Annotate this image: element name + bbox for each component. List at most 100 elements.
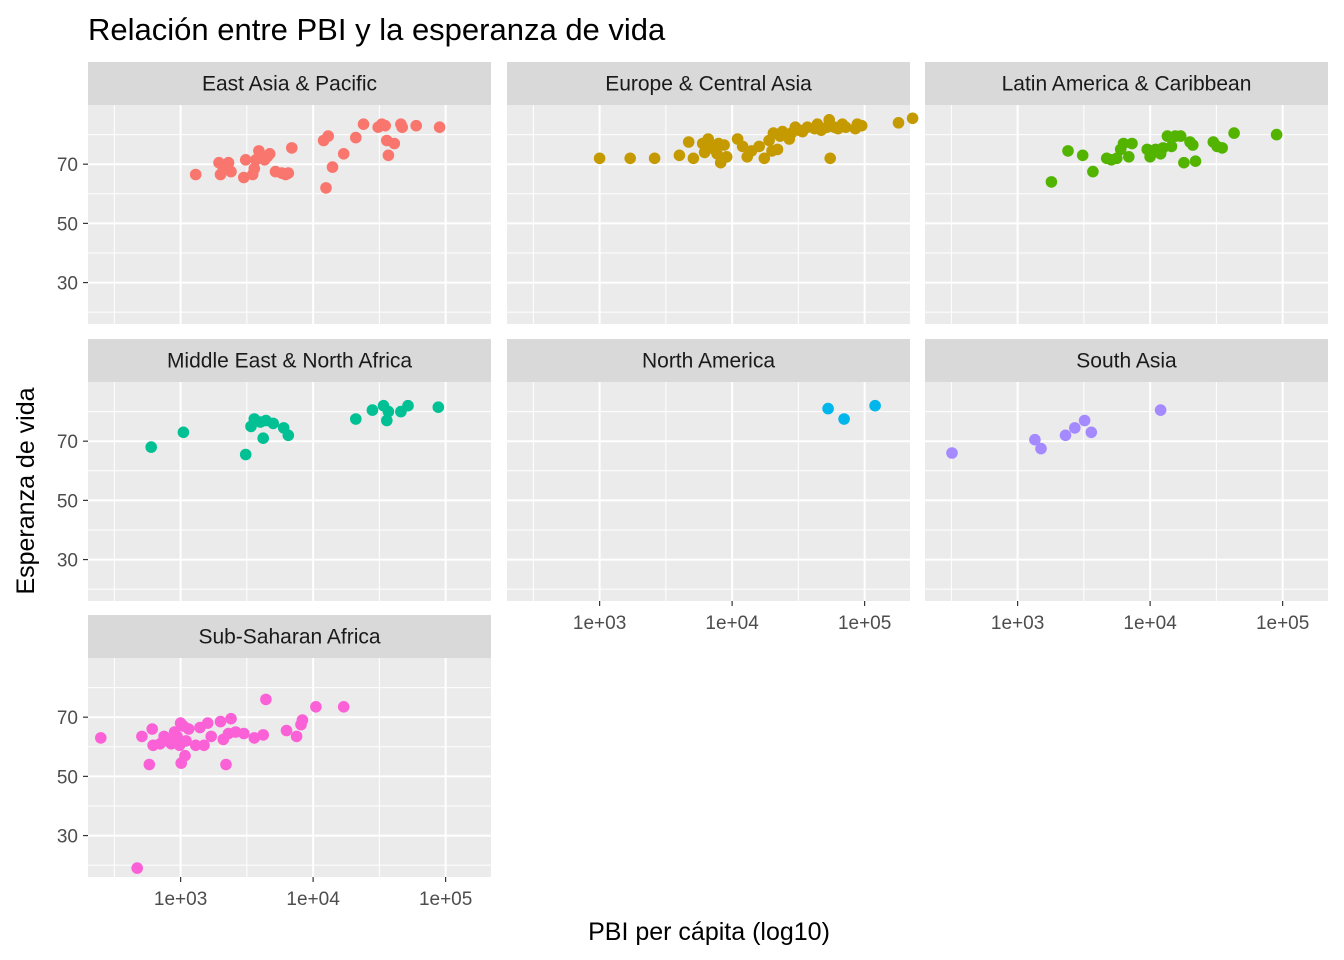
y-tick-label: 50	[57, 767, 78, 788]
data-point	[177, 426, 190, 439]
data-point	[248, 162, 261, 175]
x-tick-label: 1e+03	[573, 613, 626, 634]
data-point	[1035, 442, 1047, 455]
y-tick-label: 70	[57, 708, 78, 729]
data-point	[357, 118, 370, 130]
data-point	[1178, 156, 1190, 169]
data-point	[322, 130, 335, 142]
data-point	[1076, 149, 1089, 162]
data-point	[253, 145, 265, 157]
chart-title: Relación entre PBI y la esperanza de vid…	[88, 12, 666, 47]
data-point	[432, 401, 445, 414]
data-point	[95, 732, 107, 744]
data-point	[136, 730, 148, 743]
data-point	[1270, 128, 1283, 141]
data-point	[824, 152, 836, 165]
facet-strip	[88, 615, 491, 658]
panel-background	[507, 382, 910, 601]
data-point	[702, 133, 714, 145]
facet-strip	[88, 339, 491, 382]
data-point	[1059, 429, 1072, 442]
data-point	[753, 140, 765, 153]
data-point	[225, 712, 237, 725]
x-tick-label: 1e+05	[1256, 613, 1309, 634]
data-point	[1045, 176, 1058, 188]
data-point	[337, 701, 350, 713]
data-point	[687, 152, 700, 165]
data-point	[286, 142, 298, 154]
data-point	[257, 432, 270, 445]
data-point	[131, 862, 143, 874]
data-point	[179, 749, 191, 762]
data-point	[736, 140, 749, 153]
data-point	[1117, 137, 1130, 150]
x-tick-label: 1e+03	[991, 613, 1044, 634]
data-point	[225, 165, 237, 178]
data-point	[892, 117, 905, 129]
facet-strip-label: Latin America & Caribbean	[1002, 73, 1252, 96]
data-point	[822, 402, 834, 415]
data-point	[402, 399, 414, 412]
data-point	[410, 119, 423, 132]
y-tick-label: 70	[57, 155, 78, 176]
facet-sub-saharan-africa: Sub-Saharan Africa 30 50 70 1e+03 1e+04 1e+05	[57, 615, 491, 910]
data-point	[143, 758, 156, 771]
data-point	[280, 724, 293, 737]
data-point	[382, 405, 395, 418]
y-tick-label: 50	[57, 214, 78, 235]
facet-panels: East Asia & Pacific 30 50 70 Europe & Centra…	[57, 62, 1328, 910]
data-point	[593, 152, 606, 165]
data-point	[205, 730, 217, 743]
data-point	[711, 148, 723, 160]
panel-background	[88, 382, 491, 601]
data-point	[624, 152, 636, 165]
x-tick-label: 1e+05	[419, 889, 472, 910]
data-point	[648, 152, 661, 165]
facet-strip-label: South Asia	[1076, 350, 1177, 373]
data-point	[1085, 426, 1098, 439]
data-point	[388, 137, 401, 150]
data-point	[263, 148, 276, 160]
data-point	[350, 413, 362, 425]
data-point	[171, 730, 183, 743]
x-tick-label: 1e+04	[1123, 613, 1177, 634]
data-point	[673, 149, 686, 162]
data-point	[189, 168, 202, 181]
data-point	[214, 715, 227, 728]
data-point	[238, 727, 250, 740]
data-point	[381, 414, 393, 427]
x-tick-label: 1e+04	[705, 613, 759, 634]
data-point	[718, 139, 730, 151]
data-point	[906, 112, 919, 125]
panel-background	[88, 658, 491, 877]
data-point	[855, 119, 868, 132]
data-point	[682, 136, 695, 148]
data-point	[239, 154, 252, 166]
y-tick-label: 70	[57, 432, 78, 453]
data-point	[250, 154, 262, 166]
facet-strip-label: Europe & Central Asia	[605, 73, 812, 96]
y-tick-label: 50	[57, 491, 78, 512]
facet-strip	[925, 62, 1328, 105]
facet-south-asia: South Asia 1e+03 1e+04 1e+05	[925, 339, 1328, 634]
data-point	[396, 121, 409, 133]
y-axis-title: Esperanza de vida	[12, 387, 40, 594]
data-point	[1165, 140, 1178, 153]
data-point	[720, 151, 733, 163]
data-point	[257, 729, 270, 741]
y-tick-label: 30	[57, 827, 78, 848]
facet-strip-label: Sub-Saharan Africa	[198, 626, 380, 649]
data-point	[946, 447, 958, 459]
facet-latin-america-and-caribbean: Latin America & Caribbean	[925, 62, 1328, 324]
data-point	[350, 131, 362, 144]
data-point	[222, 156, 235, 169]
data-point	[1062, 145, 1074, 157]
data-point	[239, 448, 252, 461]
data-point	[1189, 155, 1202, 167]
facet-strip-label: North America	[642, 350, 775, 373]
facet-middle-east-and-north-africa: Middle East & North Africa 30 50 70	[57, 339, 491, 601]
data-point	[1154, 404, 1167, 416]
data-point	[366, 404, 379, 416]
data-point	[337, 148, 350, 160]
facet-strip	[88, 62, 491, 105]
